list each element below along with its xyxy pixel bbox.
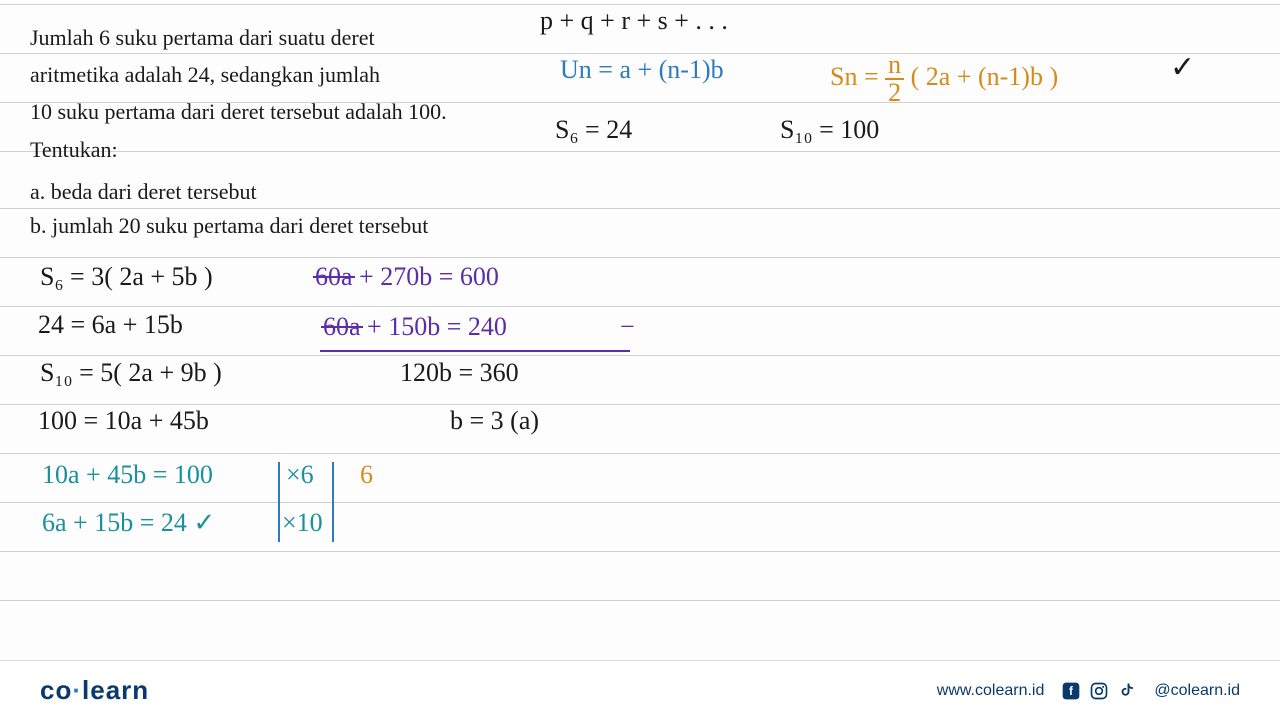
strike-line-2: [321, 326, 363, 328]
sn-frac-num: n: [885, 52, 904, 80]
problem-line-1: Jumlah 6 suku pertama dari suatu deret: [30, 20, 510, 55]
footer-handle: @colearn.id: [1154, 682, 1240, 700]
work-s6-expand: S₆ = 3( 2a + 5b ): [40, 262, 213, 292]
logo-left: co: [40, 675, 72, 705]
sn-pre: Sn =: [830, 62, 879, 91]
sn-formula: Sn = n 2 ( 2a + (n-1)b ): [830, 52, 1058, 106]
result-b3: b = 3 (a): [450, 406, 539, 436]
footer-right: www.colearn.id f @colearn.id: [937, 680, 1240, 702]
work-s10-expand: S₁₀ = 5( 2a + 9b ): [40, 358, 222, 388]
problem-line-2: aritmetika adalah 24, sedangkan jumlah: [30, 57, 510, 92]
elim2-strike: 60a: [323, 312, 361, 342]
sn-post: ( 2a + (n-1)b ): [911, 62, 1059, 91]
series-notation: p + q + r + s + . . .: [540, 6, 728, 36]
mult-row1: 10a + 45b = 100: [42, 460, 213, 490]
elim1-strike: 60a: [315, 262, 353, 292]
mult-op2: ×10: [282, 508, 323, 538]
facebook-icon: f: [1060, 680, 1082, 702]
social-icons: f: [1060, 680, 1138, 702]
elim1-right: + 270b = 600: [359, 262, 499, 291]
minus-sign: −: [620, 312, 635, 342]
svg-text:f: f: [1069, 685, 1073, 698]
option-b: b. jumlah 20 suku pertama dari deret ter…: [30, 213, 1250, 239]
logo: co·learn: [40, 675, 149, 706]
logo-dot: ·: [72, 675, 82, 705]
elim-row1: 60a + 270b = 600: [315, 262, 499, 292]
check-icon: ✓: [1170, 50, 1195, 85]
work-eq1: 24 = 6a + 15b: [38, 310, 183, 340]
vbar-2: [332, 462, 334, 542]
option-a: a. beda dari deret tersebut: [30, 179, 1250, 205]
footer-bar: co·learn www.colearn.id f @colearn.id: [0, 660, 1280, 720]
logo-right: learn: [82, 675, 149, 705]
orange-six: 6: [360, 460, 373, 490]
mult-row2: 6a + 15b = 24 ✓: [42, 508, 215, 538]
result-120b: 120b = 360: [400, 358, 519, 388]
sn-fraction: n 2: [885, 52, 904, 106]
elim2-right: + 150b = 240: [367, 312, 507, 341]
vbar-1: [278, 462, 280, 542]
s6-value: S₆ = 24: [555, 115, 632, 145]
problem-line-4: Tentukan:: [30, 132, 510, 167]
mult-op1: ×6: [286, 460, 314, 490]
work-eq2: 100 = 10a + 45b: [38, 406, 209, 436]
elimination-line: [320, 350, 630, 352]
footer-url: www.colearn.id: [937, 682, 1045, 700]
problem-line-3: 10 suku pertama dari deret tersebut adal…: [30, 94, 510, 129]
problem-statement: Jumlah 6 suku pertama dari suatu deret a…: [30, 20, 510, 167]
sn-frac-den: 2: [885, 80, 904, 106]
un-formula: Un = a + (n-1)b: [560, 55, 724, 85]
content-area: Jumlah 6 suku pertama dari suatu deret a…: [0, 0, 1280, 645]
tiktok-icon: [1116, 680, 1138, 702]
instagram-icon: [1088, 680, 1110, 702]
strike-line-1: [313, 276, 355, 278]
s10-value: S₁₀ = 100: [780, 115, 879, 145]
elim-row2: 60a + 150b = 240: [323, 312, 507, 342]
problem-options: a. beda dari deret tersebut b. jumlah 20…: [30, 179, 1250, 239]
